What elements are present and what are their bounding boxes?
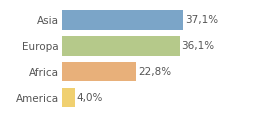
Text: 36,1%: 36,1% xyxy=(181,41,214,51)
Text: 22,8%: 22,8% xyxy=(138,67,171,77)
Bar xyxy=(62,88,75,107)
Bar xyxy=(62,10,183,30)
Text: 37,1%: 37,1% xyxy=(185,15,218,25)
Text: 4,0%: 4,0% xyxy=(77,93,103,103)
Bar xyxy=(62,36,179,56)
Bar xyxy=(62,62,136,81)
